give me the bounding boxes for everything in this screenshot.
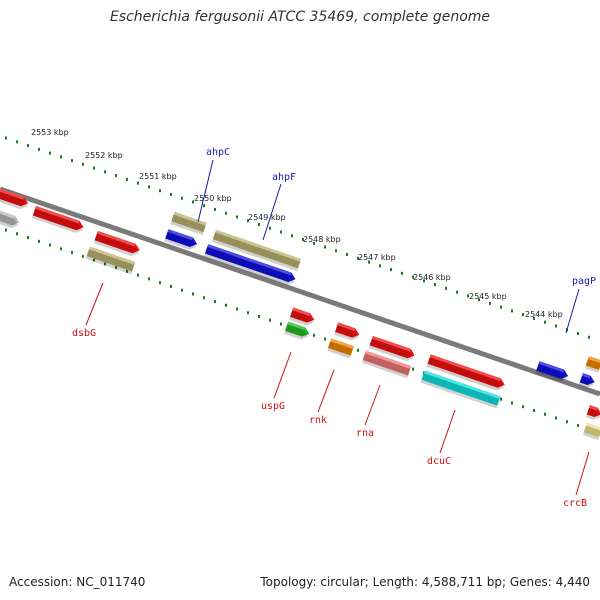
- leader-line: [317, 369, 335, 413]
- feature-block: [0, 208, 20, 229]
- feature-block: [0, 187, 29, 210]
- feature-block: [203, 244, 296, 285]
- leader-line: [565, 288, 580, 334]
- feature-block: [327, 338, 354, 359]
- feature-block: [164, 229, 198, 250]
- tick-label-2553: 2553 kbp: [31, 128, 69, 137]
- feature-block: [582, 422, 600, 441]
- gene-labels: ahpC ahpF pagP dsbG uspG rnk rna dcuC cr…: [72, 147, 596, 509]
- gene-label-ahpc: ahpC: [206, 147, 230, 158]
- tick-label-2551: 2551 kbp: [139, 172, 177, 181]
- label-leader-lines: [85, 159, 590, 496]
- feature-block: [420, 370, 501, 409]
- feature-blocks: [0, 187, 600, 441]
- feature-block: [426, 354, 505, 391]
- gene-label-ahpf: ahpF: [272, 172, 296, 183]
- feature-block: [211, 229, 302, 272]
- leader-line: [85, 282, 104, 326]
- feature-block: [289, 307, 315, 326]
- genome-backbone: [0, 186, 600, 397]
- feature-block: [584, 356, 600, 373]
- leader-line: [364, 384, 381, 426]
- feature-block: [535, 361, 569, 382]
- feature-block: [585, 405, 600, 420]
- tick-label-2544: 2544 kbp: [525, 310, 563, 319]
- tick-label-2552: 2552 kbp: [85, 151, 123, 160]
- feature-block: [368, 335, 415, 362]
- gene-label-crcb: crcB: [563, 498, 587, 509]
- tick-label-2547: 2547 kbp: [358, 253, 396, 262]
- tick-label-2549: 2549 kbp: [248, 213, 286, 222]
- tick-label-2546: 2546 kbp: [413, 273, 451, 282]
- tick-label-2545: 2545 kbp: [469, 292, 507, 301]
- gene-label-rna: rna: [356, 428, 374, 439]
- feature-block: [85, 246, 136, 275]
- position-tick-labels: 2553 kbp 2552 kbp 2551 kbp 2550 kbp 2549…: [31, 128, 563, 319]
- gene-label-dsbg: dsbG: [72, 328, 96, 339]
- genome-summary-text: Topology: circular; Length: 4,588,711 bp…: [260, 575, 590, 589]
- tick-label-2548: 2548 kbp: [303, 235, 341, 244]
- leader-line: [197, 159, 214, 223]
- leader-line: [439, 409, 456, 454]
- feature-block: [284, 321, 310, 340]
- gene-label-pagp: pagP: [572, 276, 596, 287]
- feature-block: [578, 373, 595, 388]
- leader-line: [575, 451, 590, 496]
- leader-line: [262, 183, 282, 241]
- leader-line: [273, 351, 292, 399]
- feature-block: [31, 205, 84, 234]
- accession-text: Accession: NC_011740: [9, 575, 146, 589]
- gene-label-uspg: uspG: [261, 401, 285, 412]
- feature-block: [93, 230, 140, 257]
- feature-block: [334, 322, 360, 341]
- tick-label-2550: 2550 kbp: [194, 194, 232, 203]
- gene-label-rnk: rnk: [309, 415, 327, 426]
- feature-block: [361, 350, 412, 379]
- feature-block: [170, 211, 207, 236]
- gene-label-dcuc: dcuC: [427, 456, 451, 467]
- map-title: Escherichia fergusonii ATCC 35469, compl…: [109, 9, 491, 25]
